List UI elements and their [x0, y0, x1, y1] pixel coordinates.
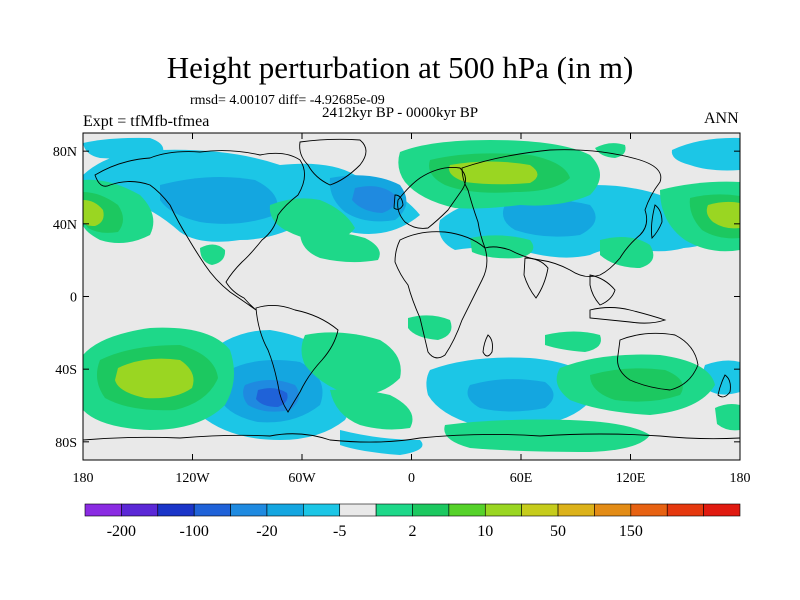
sh-green-tropical-atlantic	[408, 315, 452, 340]
longitude-axis: 180 120W 60W 0 60E 120E 180	[73, 133, 751, 486]
arctic-blue-cap-west	[83, 137, 164, 159]
coast-asia	[461, 149, 662, 278]
colorbar-swatch	[521, 503, 559, 517]
sh-yellow-pacific	[115, 358, 194, 399]
lon-tick-label: 180	[73, 471, 94, 486]
nh-yellow-pacific-east	[706, 201, 740, 229]
coast-greenland	[299, 138, 367, 186]
colorbar: -200 -100 -20 -5 2 10 50 150	[84, 503, 741, 540]
coast-new-zealand	[717, 374, 731, 398]
nh-blue-core-asia	[502, 200, 596, 237]
colorbar-label: -100	[180, 523, 209, 540]
sh-green-atlantic	[301, 332, 401, 396]
antarctic-blue-strip	[340, 430, 423, 455]
colorbar-swatch	[121, 503, 159, 517]
colorbar-swatch	[157, 503, 195, 517]
colorbar-swatch	[666, 503, 704, 517]
colorbar-label: -200	[107, 523, 136, 540]
nh-yellow-europe	[449, 161, 538, 185]
map-title: Height perturbation at 500 hPa (in m)	[166, 50, 634, 85]
coast-uk	[393, 194, 404, 210]
colorbar-swatch	[303, 503, 341, 517]
latitude-axis: 80N 40N 0 40S 80S	[53, 145, 740, 451]
nh-blue-deep-atlantic	[352, 186, 396, 213]
colorbar-swatch	[375, 503, 413, 517]
sh-green-far-east-south	[715, 404, 740, 431]
sh-green-tropical-east	[545, 331, 601, 352]
lat-tick-label: 0	[70, 291, 77, 306]
colorbar-label: -20	[256, 523, 277, 540]
coast-indonesia	[589, 307, 667, 324]
lon-tick-label: 120W	[175, 471, 210, 486]
colorbar-label: 50	[550, 523, 566, 540]
lon-tick-label: 60W	[288, 471, 316, 486]
coast-se-asia	[589, 274, 616, 306]
lon-tick-label: 120E	[616, 471, 646, 486]
sh-greenmid-indian	[590, 368, 683, 402]
time-period-label: 2412kyr BP - 0000kyr BP	[322, 105, 479, 121]
coast-south-america	[255, 305, 339, 413]
colorbar-swatch	[594, 503, 632, 517]
nh-green-midlat	[300, 230, 380, 263]
contour-field	[83, 137, 740, 455]
colorbar-label: 2	[409, 523, 417, 540]
lat-tick-label: 40S	[55, 363, 77, 378]
colorbar-swatch	[193, 503, 231, 517]
coastlines	[83, 138, 740, 443]
experiment-label: Expt = tfMfb-tfmea	[83, 113, 210, 130]
colorbar-label: 10	[477, 523, 493, 540]
nh-yellow-pacific-west	[83, 200, 104, 226]
nh-green-small-west	[200, 244, 226, 265]
nh-green-atlantic	[269, 198, 355, 242]
coast-europe	[397, 167, 466, 229]
colorbar-swatch	[412, 503, 450, 517]
colorbar-swatch	[448, 503, 486, 517]
colorbar-swatch	[84, 503, 122, 517]
lon-tick-label: 60E	[510, 471, 533, 486]
season-label: ANN	[704, 110, 739, 127]
lat-tick-label: 80N	[53, 145, 77, 160]
sh-green-southern	[330, 389, 413, 430]
lon-tick-label: 0	[408, 471, 415, 486]
colorbar-swatch	[557, 503, 595, 517]
coast-india	[523, 257, 549, 299]
coast-madagascar	[482, 334, 493, 357]
colorbar-swatch	[266, 503, 304, 517]
colorbar-label: -5	[333, 523, 346, 540]
coast-africa	[394, 231, 488, 359]
arctic-blue-cap-east	[671, 137, 740, 171]
colorbar-swatch	[339, 503, 377, 517]
lat-tick-label: 80S	[55, 436, 77, 451]
coast-north-america	[94, 150, 305, 311]
colorbar-swatch	[230, 503, 268, 517]
colorbar-swatch	[484, 503, 522, 517]
sh-blue-core-east	[467, 379, 554, 412]
colorbar-label: 150	[619, 523, 643, 540]
lat-tick-label: 40N	[53, 218, 77, 233]
nh-green-asia-east	[600, 236, 654, 268]
colorbar-swatch	[630, 503, 668, 517]
colorbar-swatch	[703, 503, 741, 517]
coast-japan	[650, 204, 663, 239]
nh-blue-core-west	[160, 176, 278, 224]
rmsd-diff-stats: rmsd= 4.00107 diff= -4.92685e-09	[190, 93, 385, 108]
coast-antarctica	[83, 433, 740, 443]
lon-tick-label: 180	[730, 471, 751, 486]
coast-australia	[617, 332, 699, 391]
